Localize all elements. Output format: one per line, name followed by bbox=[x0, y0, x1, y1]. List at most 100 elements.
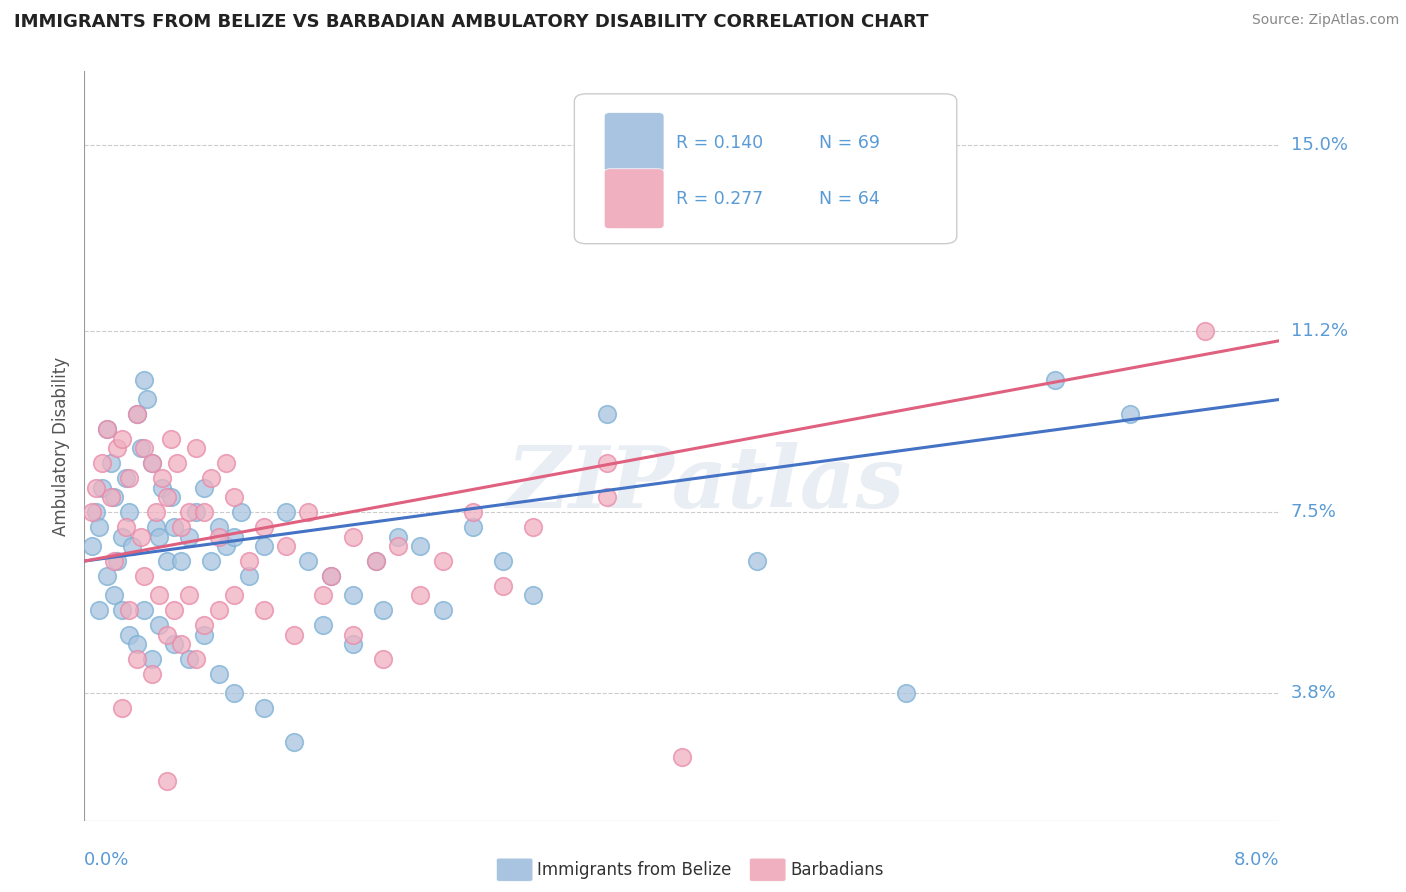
Point bbox=[1045, 373, 1067, 387]
Point bbox=[894, 686, 917, 700]
Point bbox=[103, 491, 125, 505]
Point bbox=[148, 530, 170, 544]
Point bbox=[132, 568, 156, 582]
Text: 11.2%: 11.2% bbox=[1291, 322, 1348, 340]
Text: N = 69: N = 69 bbox=[820, 134, 880, 152]
Point bbox=[387, 530, 409, 544]
Point bbox=[89, 520, 111, 534]
Text: N = 64: N = 64 bbox=[820, 190, 880, 208]
Point bbox=[132, 603, 156, 617]
Text: 0.0%: 0.0% bbox=[84, 851, 129, 869]
Point bbox=[111, 701, 134, 715]
Point bbox=[111, 530, 134, 544]
Point bbox=[145, 520, 167, 534]
Point bbox=[125, 652, 148, 666]
Point bbox=[373, 652, 395, 666]
Point bbox=[80, 540, 103, 554]
Point bbox=[208, 666, 231, 681]
Point bbox=[96, 422, 118, 436]
Point bbox=[148, 617, 170, 632]
Point bbox=[522, 588, 544, 602]
Point bbox=[177, 505, 200, 519]
FancyBboxPatch shape bbox=[575, 94, 957, 244]
Point bbox=[103, 554, 125, 568]
Point bbox=[100, 456, 122, 470]
Point bbox=[163, 637, 186, 651]
Point bbox=[238, 568, 260, 582]
Point bbox=[231, 505, 253, 519]
Point bbox=[208, 603, 231, 617]
Point bbox=[111, 432, 134, 446]
Point bbox=[86, 505, 108, 519]
Point bbox=[125, 407, 148, 421]
Point bbox=[170, 520, 193, 534]
Point bbox=[163, 603, 186, 617]
Point bbox=[409, 540, 432, 554]
Point bbox=[274, 540, 297, 554]
Text: Source: ZipAtlas.com: Source: ZipAtlas.com bbox=[1251, 13, 1399, 28]
Point bbox=[215, 456, 238, 470]
Point bbox=[118, 471, 141, 485]
Point bbox=[319, 568, 342, 582]
Point bbox=[186, 505, 208, 519]
Point bbox=[80, 505, 103, 519]
Point bbox=[166, 456, 188, 470]
Y-axis label: Ambulatory Disability: Ambulatory Disability bbox=[52, 357, 70, 535]
Point bbox=[91, 481, 114, 495]
Point bbox=[105, 554, 128, 568]
Point bbox=[155, 491, 177, 505]
Point bbox=[141, 666, 163, 681]
Point bbox=[208, 520, 231, 534]
Point bbox=[200, 471, 222, 485]
Point bbox=[96, 568, 118, 582]
Point bbox=[312, 588, 335, 602]
Point bbox=[409, 588, 432, 602]
Point bbox=[283, 627, 305, 641]
Text: IMMIGRANTS FROM BELIZE VS BARBADIAN AMBULATORY DISABILITY CORRELATION CHART: IMMIGRANTS FROM BELIZE VS BARBADIAN AMBU… bbox=[14, 13, 928, 31]
Point bbox=[215, 540, 238, 554]
Point bbox=[253, 701, 276, 715]
Point bbox=[129, 530, 152, 544]
Point bbox=[253, 540, 276, 554]
Point bbox=[745, 554, 768, 568]
Point bbox=[141, 456, 163, 470]
Point bbox=[238, 554, 260, 568]
Point bbox=[155, 627, 177, 641]
Point bbox=[186, 442, 208, 456]
Text: 7.5%: 7.5% bbox=[1291, 503, 1337, 521]
Point bbox=[118, 603, 141, 617]
Point bbox=[522, 520, 544, 534]
Point bbox=[86, 481, 108, 495]
Point bbox=[492, 578, 515, 592]
Text: 8.0%: 8.0% bbox=[1234, 851, 1279, 869]
Point bbox=[342, 588, 364, 602]
Point bbox=[132, 442, 156, 456]
Point bbox=[115, 520, 138, 534]
Text: Immigrants from Belize: Immigrants from Belize bbox=[537, 861, 731, 879]
Point bbox=[121, 540, 143, 554]
Point bbox=[253, 520, 276, 534]
Point bbox=[132, 373, 156, 387]
Text: 3.8%: 3.8% bbox=[1291, 684, 1336, 702]
Point bbox=[596, 407, 619, 421]
Point bbox=[274, 505, 297, 519]
Text: Barbadians: Barbadians bbox=[790, 861, 884, 879]
Point bbox=[150, 481, 173, 495]
Point bbox=[208, 530, 231, 544]
Point bbox=[100, 491, 122, 505]
Point bbox=[141, 456, 163, 470]
Point bbox=[596, 456, 619, 470]
Point bbox=[141, 652, 163, 666]
Point bbox=[297, 505, 319, 519]
Point bbox=[342, 627, 364, 641]
Point bbox=[1119, 407, 1142, 421]
Point bbox=[170, 554, 193, 568]
FancyBboxPatch shape bbox=[605, 169, 664, 228]
Point bbox=[319, 568, 342, 582]
Point bbox=[91, 456, 114, 470]
Point bbox=[145, 505, 167, 519]
Text: R = 0.140: R = 0.140 bbox=[676, 134, 763, 152]
Text: 15.0%: 15.0% bbox=[1291, 136, 1347, 153]
Point bbox=[118, 627, 141, 641]
Text: R = 0.277: R = 0.277 bbox=[676, 190, 763, 208]
